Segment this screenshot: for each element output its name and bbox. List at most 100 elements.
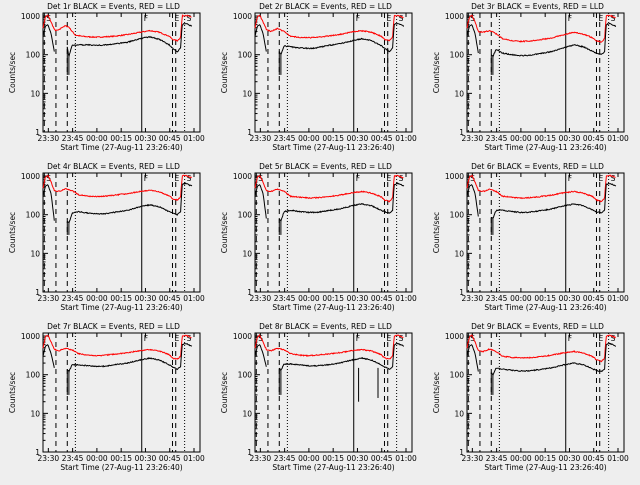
y-tick-label: 100	[26, 211, 41, 220]
marker-label: F	[356, 14, 360, 23]
x-tick-label: 23:45	[274, 454, 296, 463]
x-tick-label: 01:00	[607, 134, 629, 143]
chart-panel-7: Det 7r BLACK = Events, RED = LLD 1 10 100 10…	[8, 322, 205, 472]
series-lld-line	[42, 13, 192, 42]
plot-frame	[466, 172, 625, 293]
x-axis-label: Start Time (27-Aug-11 23:26:40)	[272, 143, 394, 152]
chart-panel-1: Det 1r BLACK = Events, RED = LLD 1 10 100 10…	[8, 2, 205, 152]
y-tick-label: 1	[247, 288, 252, 297]
x-tick-label: 23:30	[250, 294, 272, 303]
x-tick-label: 00:15	[110, 454, 132, 463]
y-tick-label: 1000	[445, 172, 464, 181]
chart-title: Det 5r BLACK = Events, RED = LLD	[259, 162, 392, 171]
marker-label: E	[598, 334, 603, 343]
x-tick-label: 00:15	[322, 134, 344, 143]
y-tick-label: 1	[459, 288, 464, 297]
marker-label: S	[187, 14, 192, 23]
series-lld-line	[254, 174, 404, 203]
plot-frame	[254, 332, 413, 453]
x-tick-label: 23:45	[486, 134, 508, 143]
y-tick-label: 10	[242, 249, 252, 258]
chart-panel-2: Det 2r BLACK = Events, RED = LLD 1 10 100 10…	[220, 2, 417, 152]
x-tick-label: 00:30	[559, 294, 581, 303]
y-tick-label: 10	[242, 89, 252, 98]
x-tick-label: 00:45	[583, 134, 605, 143]
x-tick-label: 23:45	[486, 454, 508, 463]
marker-label: S	[46, 174, 51, 183]
x-tick-label: 23:30	[38, 454, 60, 463]
y-axis-label: Counts/sec	[220, 212, 229, 253]
marker-label: F	[144, 174, 148, 183]
y-axis-label: Counts/sec	[220, 372, 229, 413]
chart-title: Det 6r BLACK = Events, RED = LLD	[471, 162, 604, 171]
x-tick-label: 00:30	[347, 134, 369, 143]
x-tick-label: 00:30	[347, 294, 369, 303]
x-tick-label: 00:00	[510, 454, 532, 463]
marker-label: E	[174, 14, 179, 23]
y-axis-label: Counts/sec	[8, 212, 17, 253]
marker-label: E	[174, 334, 179, 343]
y-tick-label: 1000	[233, 12, 252, 21]
marker-label: E	[598, 14, 603, 23]
marker-label: S	[470, 174, 475, 183]
x-tick-label: 00:00	[298, 134, 320, 143]
marker-label: F	[568, 334, 572, 343]
marker-label: S	[611, 174, 616, 183]
y-tick-label: 1000	[21, 172, 40, 181]
y-tick-label: 10	[30, 89, 40, 98]
x-tick-label: 23:30	[250, 454, 272, 463]
x-tick-label: 23:45	[62, 454, 84, 463]
chart-title: Det 9r BLACK = Events, RED = LLD	[471, 322, 604, 331]
x-tick-label: 00:30	[135, 294, 157, 303]
x-tick-label: 01:00	[183, 454, 205, 463]
y-tick-label: 10	[454, 249, 464, 258]
x-axis-label: Start Time (27-Aug-11 23:26:40)	[60, 303, 182, 312]
chart-title: Det 8r BLACK = Events, RED = LLD	[259, 322, 392, 331]
series-events-early	[254, 344, 267, 367]
series-events-early	[466, 24, 479, 54]
x-tick-label: 00:00	[86, 454, 108, 463]
x-tick-label: 00:00	[298, 454, 320, 463]
series-lld-line	[466, 14, 616, 43]
series-events-line	[490, 22, 617, 58]
series-events-line	[66, 342, 193, 374]
x-tick-label: 00:00	[298, 294, 320, 303]
y-tick-label: 10	[454, 409, 464, 418]
x-tick-label: 23:30	[462, 294, 484, 303]
marker-label: F	[144, 14, 148, 23]
x-tick-label: 00:45	[371, 294, 393, 303]
y-tick-label: 1	[35, 128, 40, 137]
y-tick-label: 10	[30, 409, 40, 418]
y-tick-label: 1000	[445, 332, 464, 341]
series-events-early	[42, 344, 55, 368]
marker-label: S	[46, 14, 51, 23]
y-axis-label: Counts/sec	[432, 212, 441, 253]
series-events-early	[466, 344, 479, 372]
x-tick-label: 00:15	[110, 134, 132, 143]
chart-panel-3: Det 3r BLACK = Events, RED = LLD 1 10 100 10…	[432, 2, 629, 152]
x-tick-label: 00:15	[534, 134, 556, 143]
x-tick-label: 00:45	[159, 134, 181, 143]
series-events-line	[67, 182, 193, 224]
chart-title: Det 4r BLACK = Events, RED = LLD	[47, 162, 180, 171]
y-tick-label: 100	[450, 211, 465, 220]
x-tick-label: 00:45	[371, 134, 393, 143]
marker-label: E	[174, 174, 179, 183]
y-tick-label: 1	[247, 128, 252, 137]
series-events-early	[42, 184, 55, 221]
x-tick-label: 00:30	[135, 134, 157, 143]
plot-frame	[466, 332, 625, 453]
series-events-line	[491, 182, 617, 219]
x-tick-label: 23:30	[38, 134, 60, 143]
plot-frame	[42, 172, 201, 293]
y-tick-label: 100	[238, 51, 253, 60]
series-events-early	[254, 24, 267, 52]
x-tick-label: 00:15	[322, 294, 344, 303]
x-tick-label: 00:45	[583, 294, 605, 303]
y-tick-label: 1	[35, 448, 40, 457]
x-tick-label: 01:00	[607, 294, 629, 303]
x-tick-label: 23:45	[274, 134, 296, 143]
x-tick-label: 23:45	[62, 134, 84, 143]
marker-label: F	[144, 334, 148, 343]
